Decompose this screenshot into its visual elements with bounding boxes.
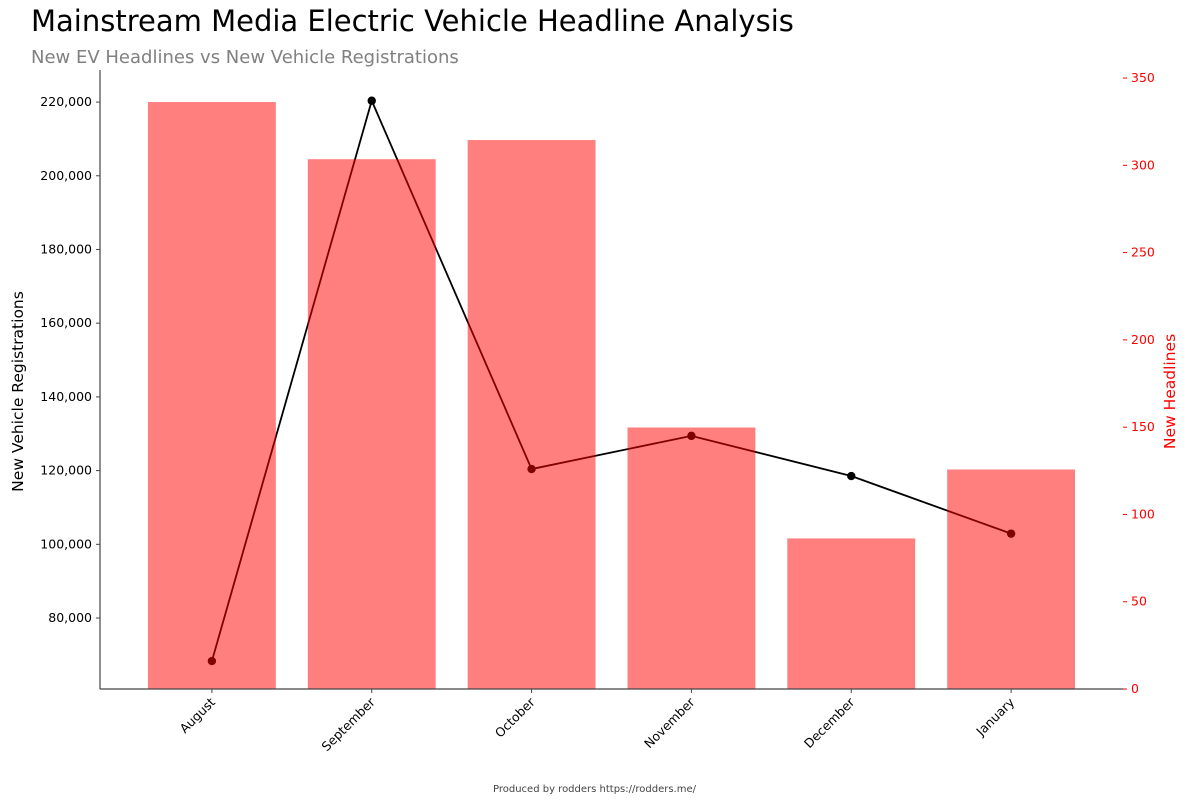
right-tick-label: 50 — [1131, 594, 1147, 609]
chart-subtitle: New EV Headlines vs New Vehicle Registra… — [31, 47, 459, 68]
bar-august — [147, 102, 276, 689]
x-tick-label-december: December — [801, 694, 858, 751]
right-tick-label: 350 — [1131, 70, 1155, 85]
bar-october — [467, 140, 596, 689]
footer-credit: Produced by rodders https://rodders.me/ — [493, 784, 696, 795]
right-tick-label: 300 — [1131, 157, 1155, 172]
x-tick-label-september: September — [318, 694, 378, 754]
headlines-point-december — [847, 471, 856, 481]
right-tick-label: 0 — [1131, 681, 1139, 696]
left-axis-label: New Vehicle Registrations — [9, 291, 27, 492]
bar-september — [307, 159, 436, 689]
bar-december — [787, 538, 916, 689]
left-tick-label: 100,000 — [40, 536, 92, 551]
x-tick-label-november: November — [641, 694, 698, 751]
x-tick-label-august: August — [176, 694, 218, 736]
bar-november — [627, 427, 756, 689]
right-tick-label: 100 — [1131, 506, 1155, 521]
left-tick-label: 200,000 — [40, 168, 92, 183]
x-tick-label-october: October — [492, 694, 539, 741]
x-tick-label-january: January — [972, 694, 1017, 739]
right-tick-label: 250 — [1131, 245, 1155, 260]
chart-title: Mainstream Media Electric Vehicle Headli… — [31, 4, 794, 38]
left-tick-label: 220,000 — [40, 94, 92, 109]
left-tick-label: 140,000 — [40, 389, 92, 404]
right-axis-label: New Headlines — [1161, 334, 1179, 449]
left-tick-label: 180,000 — [40, 241, 92, 256]
left-tick-label: 120,000 — [40, 463, 92, 478]
left-tick-label: 160,000 — [40, 315, 92, 330]
right-tick-label: 150 — [1131, 419, 1155, 434]
bar-january — [947, 469, 1076, 689]
headlines-point-september — [367, 96, 376, 105]
right-tick-label: 200 — [1131, 332, 1155, 347]
left-tick-label: 80,000 — [48, 610, 92, 625]
